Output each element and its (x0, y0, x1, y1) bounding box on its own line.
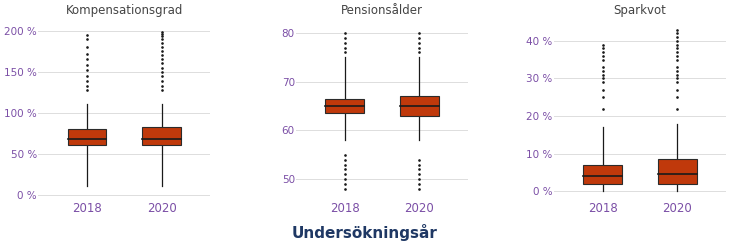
Title: Sparkvot: Sparkvot (613, 4, 666, 17)
Bar (68, 129, 107, 146)
Bar (142, 127, 181, 146)
Text: Undersökningsår: Undersökningsår (292, 224, 438, 241)
Title: Kompensationsgrad: Kompensationsgrad (66, 4, 183, 17)
Bar (658, 159, 696, 184)
Bar (326, 99, 364, 113)
Bar (400, 96, 439, 116)
Bar (583, 165, 622, 184)
Title: Pensionsålder: Pensionsålder (341, 4, 423, 17)
